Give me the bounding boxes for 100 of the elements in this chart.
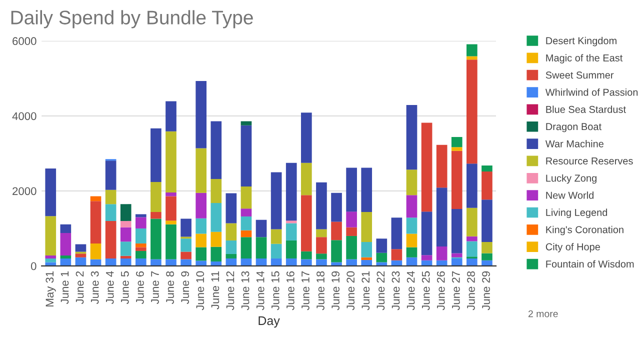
bar <box>226 240 237 254</box>
bar <box>406 105 418 170</box>
bar <box>75 244 86 252</box>
bar <box>90 201 102 244</box>
bar <box>240 186 252 209</box>
chart-title: Daily Spend by Bundle Type <box>11 10 253 28</box>
bar <box>482 260 492 266</box>
bar <box>466 241 478 257</box>
bar <box>105 160 116 190</box>
bar <box>361 168 372 212</box>
bar <box>406 234 418 248</box>
bar <box>166 192 176 196</box>
bar <box>75 257 86 266</box>
x-tick-label: June 11 <box>211 271 220 310</box>
x-tick-label: June 14 <box>256 271 264 310</box>
x-tick-label: June 7 <box>151 271 159 304</box>
bar <box>346 236 357 260</box>
bar <box>135 228 146 244</box>
x-axis-title: Day <box>258 316 280 328</box>
bar <box>135 217 146 228</box>
legend-label: Fountain of Wisdom <box>546 260 634 268</box>
bar <box>466 208 478 236</box>
bar <box>240 230 252 238</box>
legend-label: Dragon Boat <box>546 123 602 132</box>
y-tick-label: 4000 <box>12 112 36 120</box>
bar <box>482 242 492 254</box>
bar <box>60 232 72 256</box>
bar <box>240 121 252 126</box>
legend-label: Whirlwind of Passion <box>545 88 638 96</box>
x-tick-label: June 18 <box>316 271 324 310</box>
legend-label: Sweet Summer <box>546 72 614 79</box>
x-tick-label: June 23 <box>392 271 400 310</box>
bar <box>226 258 237 266</box>
bar <box>45 255 56 258</box>
x-tick-label: June 27 <box>452 271 460 310</box>
bar <box>466 60 478 164</box>
bar <box>180 218 192 237</box>
bar <box>421 212 432 256</box>
bar <box>180 259 192 266</box>
bar <box>166 101 176 132</box>
bar <box>196 218 207 234</box>
bar <box>361 257 372 260</box>
bar <box>316 237 327 254</box>
bar <box>120 242 132 256</box>
x-tick-label: June 8 <box>166 271 174 304</box>
x-tick-label: June 22 <box>376 271 385 310</box>
bar <box>210 246 222 262</box>
bar <box>466 236 478 242</box>
bar <box>406 170 418 196</box>
bar <box>406 195 418 218</box>
x-tick-label: June 10 <box>196 271 204 310</box>
x-tick-label: June 15 <box>272 271 280 310</box>
bar <box>286 162 297 221</box>
bar <box>166 131 176 192</box>
legend-label: Blue Sea Stardust <box>546 106 626 113</box>
bar <box>226 254 237 258</box>
bar <box>286 220 297 224</box>
bar <box>316 254 327 260</box>
legend-label: Lucky Zong <box>546 174 596 184</box>
bar <box>105 220 116 258</box>
bar <box>406 218 418 234</box>
bar <box>482 253 492 260</box>
bar <box>286 223 297 240</box>
bar <box>180 252 192 260</box>
bar <box>466 258 478 266</box>
bar <box>376 262 388 266</box>
x-tick-label: June 25 <box>422 271 430 310</box>
legend-label: New World <box>546 192 594 199</box>
bar <box>286 240 297 258</box>
bar <box>240 237 252 258</box>
bar <box>376 252 388 262</box>
bar <box>105 258 116 266</box>
legend-label: Living Legend <box>546 208 608 218</box>
bar <box>135 214 146 218</box>
bar <box>451 147 462 151</box>
x-tick-label: June 12 <box>226 271 234 310</box>
bar <box>301 162 312 196</box>
y-tick-label: 2000 <box>12 187 36 196</box>
x-tick-label: June 6 <box>136 271 144 304</box>
bar <box>406 247 418 258</box>
legend-label: City of Hope <box>546 243 600 252</box>
bar <box>75 254 86 258</box>
x-tick-label: June 16 <box>286 271 294 310</box>
bar <box>376 238 388 253</box>
bar <box>240 216 252 230</box>
bar <box>391 249 402 260</box>
x-tick-label: June 5 <box>121 271 129 304</box>
bar <box>150 182 162 212</box>
x-tick-label: May 31 <box>46 271 56 306</box>
bar <box>316 259 327 266</box>
bar <box>421 122 432 212</box>
x-tick-label: June 2 <box>76 271 84 304</box>
bar <box>90 196 102 202</box>
bar <box>196 247 207 261</box>
bar <box>361 212 372 242</box>
bar <box>361 260 372 266</box>
bar <box>331 262 342 266</box>
bar <box>301 259 312 266</box>
bar <box>166 259 176 266</box>
x-tick-label: June 28 <box>467 271 475 310</box>
